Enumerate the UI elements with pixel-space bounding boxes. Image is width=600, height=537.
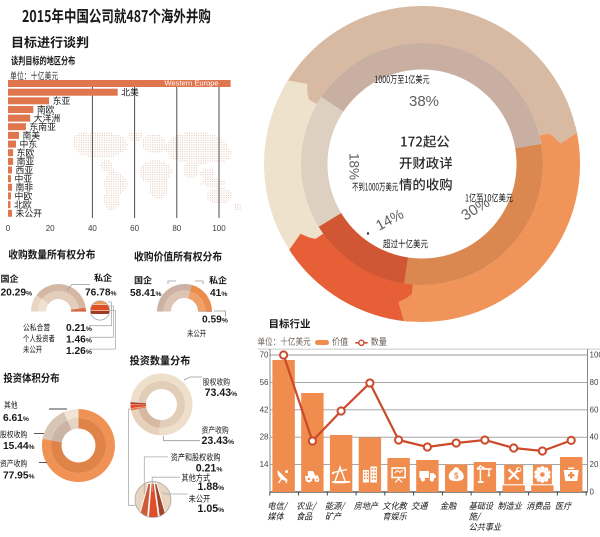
svg-text:20: 20: [590, 460, 599, 469]
svg-text:76.78%: 76.78%: [85, 288, 117, 299]
svg-text:0: 0: [590, 488, 595, 497]
svg-text:60: 60: [130, 224, 139, 233]
svg-text:18%: 18%: [347, 153, 362, 180]
svg-text:100: 100: [590, 351, 600, 360]
svg-text:15.44%: 15.44%: [3, 441, 35, 452]
svg-text:0: 0: [6, 224, 11, 233]
svg-text:100: 100: [212, 224, 226, 233]
svg-text:$: $: [454, 472, 459, 481]
svg-text:80: 80: [590, 378, 599, 387]
svg-text:60: 60: [590, 405, 599, 414]
svg-text:1.05%: 1.05%: [198, 503, 225, 515]
svg-text:1.88%: 1.88%: [198, 481, 225, 493]
svg-text:77.95%: 77.95%: [3, 471, 35, 482]
svg-text:20.29%: 20.29%: [1, 288, 33, 299]
svg-text:23.43%: 23.43%: [202, 435, 235, 447]
svg-text:6.61%: 6.61%: [3, 413, 29, 424]
svg-text:40: 40: [88, 224, 97, 233]
svg-text:1.46%: 1.46%: [66, 335, 92, 346]
svg-text:41%: 41%: [210, 288, 227, 299]
svg-text:Western Europe: Western Europe: [165, 79, 219, 88]
svg-text:73.43%: 73.43%: [205, 387, 238, 399]
svg-text:42: 42: [260, 405, 269, 414]
svg-text:0.21%: 0.21%: [66, 323, 92, 334]
svg-text:56: 56: [260, 378, 269, 387]
svg-text:58.41%: 58.41%: [130, 288, 162, 299]
svg-text:1.26%: 1.26%: [66, 346, 92, 357]
svg-text:38%: 38%: [409, 93, 439, 110]
svg-text:80: 80: [172, 224, 181, 233]
svg-text:28: 28: [260, 433, 269, 442]
svg-text:70: 70: [260, 351, 269, 360]
svg-text:0.21%: 0.21%: [196, 463, 223, 475]
svg-text:20: 20: [46, 224, 55, 233]
svg-text:14: 14: [260, 460, 269, 469]
svg-text:0.59%: 0.59%: [202, 315, 228, 326]
svg-text:40: 40: [590, 433, 599, 442]
